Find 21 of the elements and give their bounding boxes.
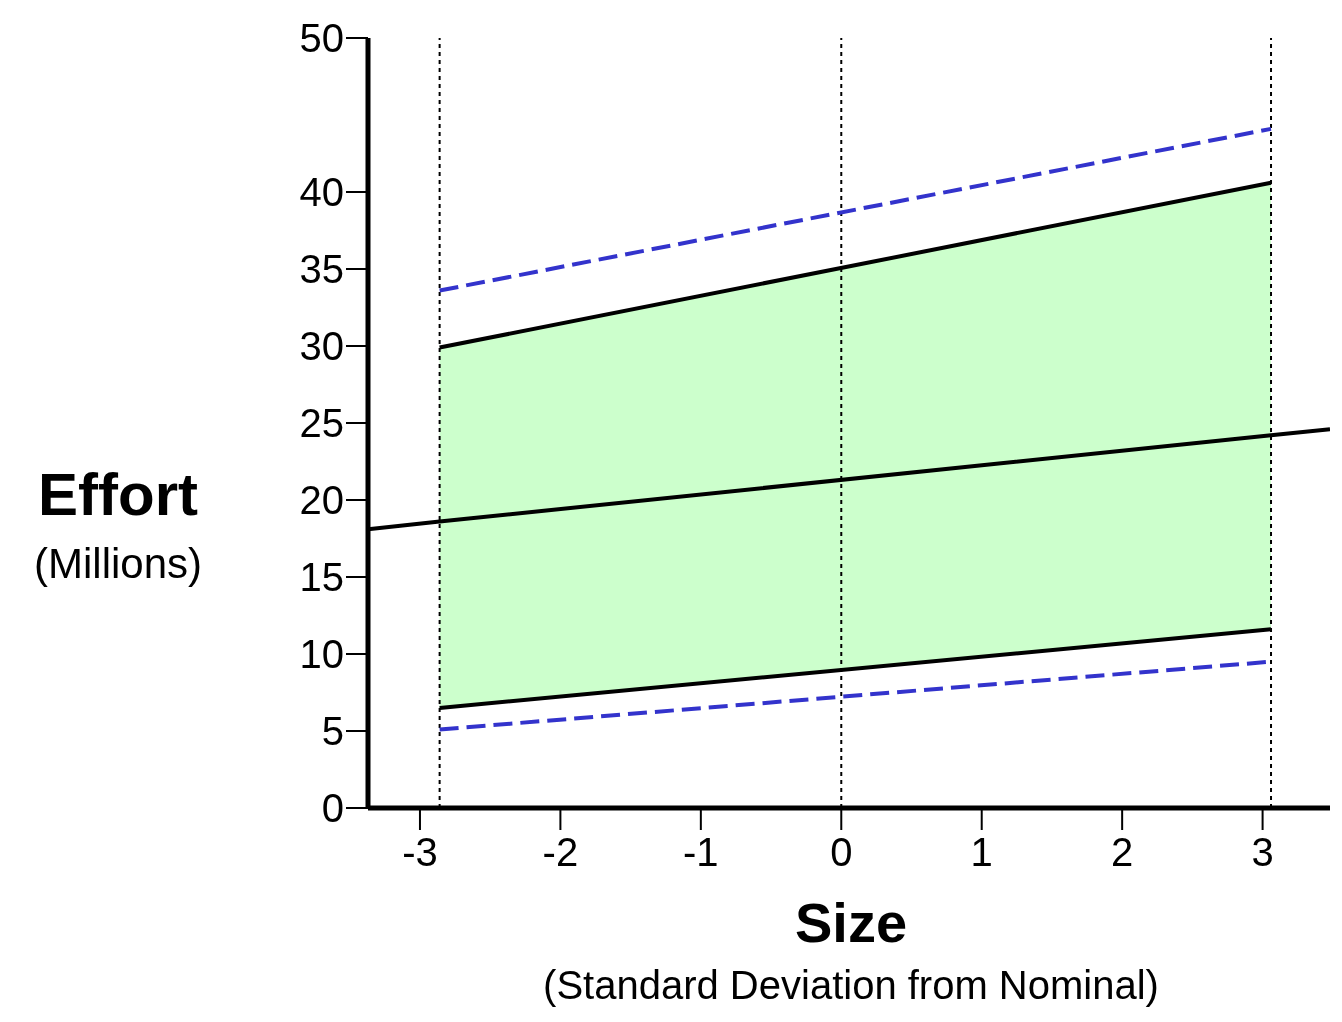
text: (Millions) [33, 540, 203, 588]
y-tick-label: 15 [299, 555, 344, 600]
y-tick-label: 30 [299, 324, 344, 369]
x-tick-label: 1 [970, 830, 993, 875]
y-tick-label: 50 [299, 16, 344, 61]
x-tick-label: 2 [1111, 830, 1134, 875]
x-tick-label: -2 [542, 830, 579, 875]
x-axis-title: Size [793, 890, 909, 955]
x-tick-label: 3 [1251, 830, 1274, 875]
x-tick-label: 0 [830, 830, 853, 875]
x-tick-label: -3 [402, 830, 438, 875]
y-tick-label: 35 [299, 247, 344, 292]
text: (Standard Deviation from Nominal) [542, 963, 1160, 1008]
y-tick-label: 0 [321, 786, 344, 831]
y-tick-label: 20 [299, 478, 344, 523]
y-tick-label: 25 [299, 401, 344, 446]
y-tick-label: 40 [299, 170, 344, 215]
x-tick-label: -1 [683, 830, 719, 875]
y-tick-label: 5 [321, 709, 344, 754]
y-axis-title: Effort [37, 460, 199, 529]
y-tick-label: 10 [299, 632, 344, 677]
